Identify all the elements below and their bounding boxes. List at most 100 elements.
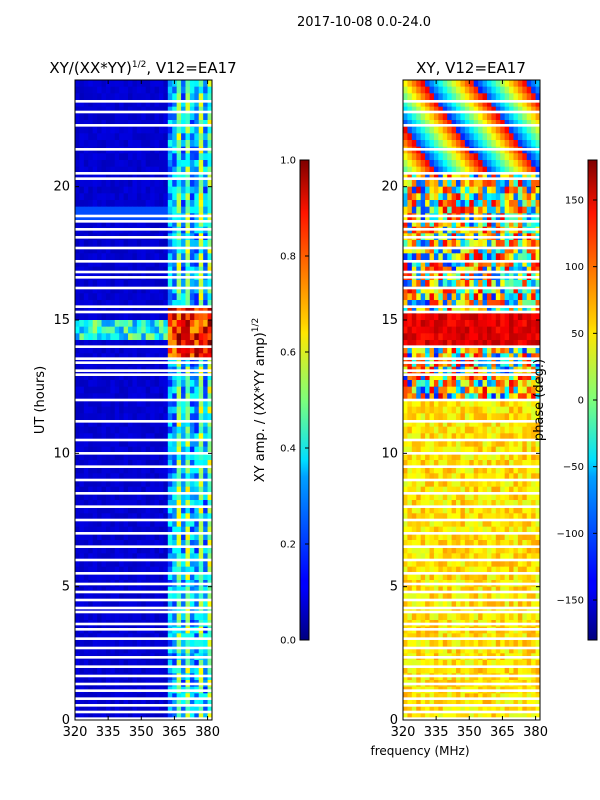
heatmap-cell xyxy=(429,86,435,94)
heatmap-cell xyxy=(500,180,506,188)
heatmap-cell xyxy=(207,660,212,668)
heatmap-cell xyxy=(189,153,195,161)
heatmap-cell xyxy=(513,160,519,168)
heatmap-cell xyxy=(150,80,156,88)
heatmap-cell xyxy=(517,240,523,248)
heatmap-cell xyxy=(416,186,422,194)
heatmap-cell xyxy=(411,166,417,174)
heatmap-cell xyxy=(158,100,164,108)
heatmap-cell xyxy=(522,120,528,128)
heatmap-cell xyxy=(464,380,470,388)
heatmap-cell xyxy=(517,440,523,448)
heatmap-cell xyxy=(456,166,462,174)
heatmap-cell xyxy=(478,220,484,228)
heatmap-cell xyxy=(92,500,98,508)
heatmap-cell xyxy=(442,466,448,474)
heatmap-cell xyxy=(101,100,107,108)
heatmap-cell xyxy=(194,386,200,394)
heatmap-cell xyxy=(522,473,528,481)
heatmap-cell xyxy=(114,540,120,548)
heatmap-cell xyxy=(203,160,209,168)
amplitude-colorbar-ticks: 0.00.20.40.60.81.0 xyxy=(280,156,309,647)
heatmap-cell xyxy=(158,406,164,414)
heatmap-cell xyxy=(194,153,200,161)
heatmap-cell xyxy=(429,333,435,341)
heatmap-cell xyxy=(517,153,523,161)
heatmap-cell xyxy=(486,106,492,114)
heatmap-cell xyxy=(163,286,169,294)
heatmap-cell xyxy=(176,520,182,528)
heatmap-cell xyxy=(194,420,200,428)
heatmap-cell xyxy=(132,566,138,574)
heatmap-cell xyxy=(105,460,111,468)
heatmap-cell xyxy=(451,486,457,494)
heatmap-cell xyxy=(167,520,173,528)
heatmap-cell xyxy=(79,93,85,101)
heatmap-cell xyxy=(158,446,164,454)
heatmap-cell xyxy=(473,120,479,128)
heatmap-cell xyxy=(513,246,519,254)
heatmap-cell xyxy=(172,326,178,334)
heatmap-cell xyxy=(88,480,94,488)
heatmap-cell xyxy=(456,173,462,181)
heatmap-cell xyxy=(88,260,94,268)
heatmap-cell xyxy=(119,606,125,614)
heatmap-cell xyxy=(207,86,212,94)
heatmap-cell xyxy=(478,100,484,108)
heatmap-cell xyxy=(79,433,85,441)
heatmap-cell xyxy=(416,166,422,174)
heatmap-cell xyxy=(163,593,169,601)
heatmap-cell xyxy=(145,546,151,554)
heatmap-cell xyxy=(141,386,147,394)
heatmap-cell xyxy=(438,280,444,288)
heatmap-cell xyxy=(119,613,125,621)
heatmap-cell xyxy=(420,373,426,381)
heatmap-cell xyxy=(447,313,453,321)
flagged-row xyxy=(75,606,212,610)
heatmap-cell xyxy=(403,380,409,388)
heatmap-cell xyxy=(403,286,409,294)
heatmap-cell xyxy=(420,180,426,188)
heatmap-cell xyxy=(478,280,484,288)
heatmap-cell xyxy=(92,313,98,321)
heatmap-cell xyxy=(509,320,515,328)
heatmap-cell xyxy=(163,353,169,361)
heatmap-cell xyxy=(198,540,204,548)
heatmap-cell xyxy=(167,493,173,501)
heatmap-cell xyxy=(429,393,435,401)
heatmap-cell xyxy=(420,280,426,288)
heatmap-cell xyxy=(491,113,497,121)
heatmap-cell xyxy=(207,553,212,561)
heatmap-cell xyxy=(176,506,182,514)
heatmap-cell xyxy=(163,660,169,668)
heatmap-cell xyxy=(189,173,195,181)
heatmap-cell xyxy=(486,393,492,401)
heatmap-cell xyxy=(97,373,103,381)
heatmap-cell xyxy=(172,446,178,454)
heatmap-cell xyxy=(473,253,479,261)
heatmap-cell xyxy=(198,593,204,601)
heatmap-cell xyxy=(154,433,160,441)
heatmap-cell xyxy=(403,306,409,314)
heatmap-cell xyxy=(75,86,81,94)
heatmap-cell xyxy=(194,566,200,574)
heatmap-cell xyxy=(128,133,134,141)
heatmap-cell xyxy=(158,286,164,294)
heatmap-cell xyxy=(154,220,160,228)
heatmap-cell xyxy=(176,386,182,394)
heatmap-cell xyxy=(491,286,497,294)
flagged-row xyxy=(75,260,212,263)
heatmap-cell xyxy=(163,553,169,561)
heatmap-cell xyxy=(97,380,103,388)
heatmap-cell xyxy=(522,93,528,101)
heatmap-cell xyxy=(509,100,515,108)
heatmap-cell xyxy=(158,346,164,354)
heatmap-cell xyxy=(119,486,125,494)
heatmap-cell xyxy=(403,333,409,341)
heatmap-cell xyxy=(128,506,134,514)
heatmap-cell xyxy=(442,220,448,228)
heatmap-cell xyxy=(105,220,111,228)
heatmap-cell xyxy=(83,646,89,654)
heatmap-cell xyxy=(128,700,134,708)
